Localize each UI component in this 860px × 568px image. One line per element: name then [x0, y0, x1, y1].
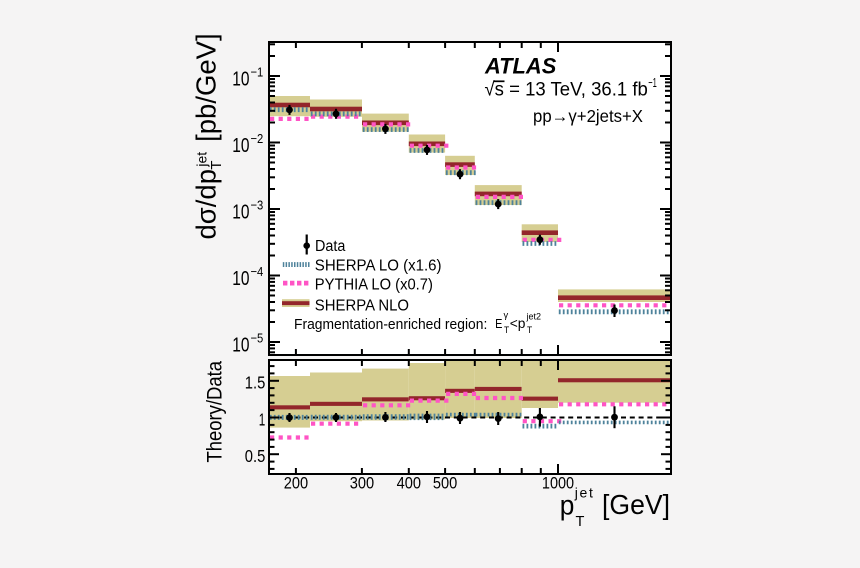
svg-text:−1: −1 [648, 75, 657, 90]
svg-text:1000: 1000 [542, 474, 574, 492]
svg-text:400: 400 [397, 474, 421, 492]
svg-text:1.5: 1.5 [245, 373, 266, 393]
svg-text:10−2: 10−2 [232, 131, 263, 157]
svg-text:10−1: 10−1 [232, 64, 263, 90]
svg-text:500: 500 [433, 474, 457, 492]
svg-text:PYTHIA LO (x0.7): PYTHIA LO (x0.7) [315, 276, 433, 293]
svg-text:jet: jet [574, 484, 593, 500]
svg-text:10−5: 10−5 [232, 330, 263, 356]
svg-text:pp→γ+2jets+X: pp→γ+2jets+X [533, 106, 643, 126]
svg-text:dσ/dpTjet [pb/GeV]: dσ/dpTjet [pb/GeV] [191, 33, 226, 239]
svg-text:E: E [495, 316, 503, 331]
svg-text:p: p [560, 489, 575, 520]
svg-text:Data: Data [315, 238, 346, 255]
svg-text:SHERPA LO (x1.6): SHERPA LO (x1.6) [315, 258, 442, 275]
svg-text:300: 300 [350, 474, 374, 492]
svg-text:1: 1 [259, 409, 266, 429]
svg-text:T: T [504, 325, 509, 336]
svg-text:10−4: 10−4 [232, 264, 263, 290]
svg-text:10−3: 10−3 [232, 197, 263, 223]
svg-text:SHERPA NLO: SHERPA NLO [315, 298, 409, 315]
svg-text:T: T [576, 513, 585, 530]
svg-text:Theory/Data: Theory/Data [203, 361, 226, 463]
svg-text:γ: γ [504, 310, 509, 321]
svg-text:<p: <p [510, 315, 526, 331]
svg-text:200: 200 [284, 474, 308, 492]
svg-text:T: T [527, 325, 532, 336]
svg-text:ATLAS: ATLAS [484, 53, 557, 78]
svg-text:[GeV]: [GeV] [602, 489, 670, 520]
svg-text:jet2: jet2 [526, 311, 542, 322]
svg-text:0.5: 0.5 [245, 446, 266, 466]
svg-text:Fragmentation-enriched region:: Fragmentation-enriched region: [294, 316, 487, 333]
svg-text:√s = 13 TeV, 36.1 fb: √s = 13 TeV, 36.1 fb [485, 78, 648, 100]
